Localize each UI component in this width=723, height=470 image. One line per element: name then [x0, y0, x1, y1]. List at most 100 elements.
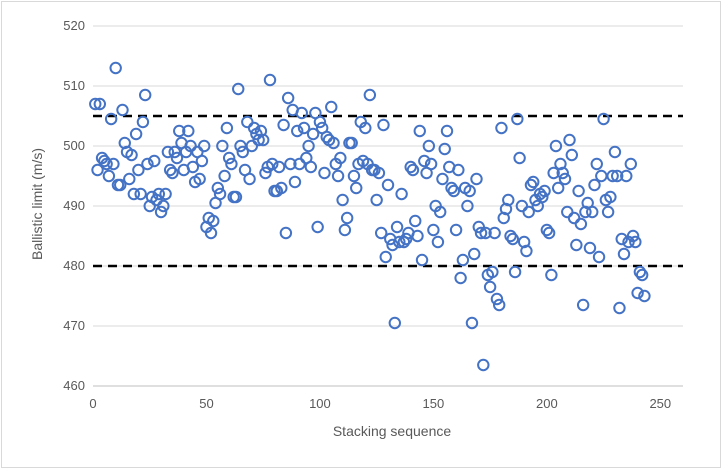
data-point — [572, 184, 585, 198]
data-point — [345, 136, 358, 150]
data-point — [395, 187, 408, 201]
data-point — [513, 151, 526, 165]
data-point — [465, 316, 479, 330]
data-point — [161, 145, 175, 159]
data-point — [595, 169, 608, 183]
data-points — [89, 61, 651, 372]
data-point — [631, 286, 644, 300]
data-point — [524, 178, 538, 192]
data-point — [502, 193, 515, 207]
data-point — [284, 157, 297, 171]
data-point — [540, 223, 554, 237]
data-point — [157, 199, 170, 213]
data-point — [495, 121, 508, 135]
data-point — [586, 205, 599, 219]
data-point — [163, 163, 177, 177]
data-point — [638, 289, 651, 303]
data-point — [363, 88, 377, 102]
data-point — [613, 301, 626, 315]
data-point — [506, 232, 520, 246]
data-point — [592, 250, 606, 264]
data-point — [452, 163, 465, 177]
data-point — [211, 181, 225, 195]
data-point — [406, 163, 420, 177]
data-point — [370, 193, 383, 207]
data-point — [350, 181, 363, 195]
data-point — [125, 148, 138, 162]
y-axis-title: Ballistic limit (m/s) — [29, 148, 45, 260]
data-point — [313, 115, 327, 129]
data-point — [277, 118, 290, 132]
data-point — [601, 205, 615, 219]
x-tick-label: 100 — [309, 396, 331, 411]
data-point — [186, 160, 200, 174]
data-point — [170, 151, 184, 165]
data-point — [132, 163, 145, 177]
data-point — [91, 163, 104, 177]
data-point — [359, 121, 372, 135]
data-point — [107, 157, 120, 171]
data-point — [116, 103, 129, 117]
data-point — [136, 115, 150, 129]
data-point — [152, 187, 166, 201]
data-point — [477, 358, 490, 372]
data-point — [134, 187, 147, 201]
data-point — [114, 178, 127, 192]
data-point — [193, 172, 206, 186]
data-point — [89, 97, 102, 111]
data-point — [381, 178, 395, 192]
data-point — [492, 298, 506, 312]
data-point — [197, 139, 211, 153]
data-point — [229, 190, 243, 204]
data-point — [182, 124, 195, 138]
data-point — [247, 121, 261, 135]
data-point — [388, 316, 402, 330]
data-point — [620, 169, 633, 183]
data-point — [256, 133, 270, 147]
data-point — [311, 220, 324, 234]
data-point — [545, 268, 558, 282]
data-point — [225, 157, 238, 171]
data-point — [372, 166, 386, 180]
y-tick-labels: 460 470 480 490 500 510 520 — [63, 18, 85, 393]
data-point — [297, 121, 311, 135]
x-tick-label: 200 — [536, 396, 558, 411]
data-point — [93, 97, 107, 111]
data-point — [449, 223, 463, 237]
data-point — [109, 61, 122, 75]
data-point — [184, 139, 197, 153]
data-point — [558, 172, 572, 186]
data-point — [431, 235, 445, 249]
y-tick-label: 490 — [63, 198, 85, 213]
data-point — [374, 226, 388, 240]
data-point — [334, 151, 347, 165]
data-point — [563, 133, 576, 147]
data-point — [635, 268, 649, 282]
x-tick-labels: 0 50 100 150 200 250 — [89, 396, 671, 411]
data-point — [615, 232, 628, 246]
x-tick-label: 150 — [423, 396, 445, 411]
data-point — [588, 178, 601, 192]
data-point — [515, 199, 529, 213]
data-point — [424, 157, 438, 171]
data-point — [549, 139, 563, 153]
data-point — [570, 238, 583, 252]
data-point — [422, 139, 436, 153]
data-point — [633, 265, 647, 279]
data-point — [304, 160, 318, 174]
data-point — [390, 220, 404, 234]
data-point — [129, 127, 143, 141]
data-point — [574, 217, 588, 231]
data-point — [409, 214, 422, 228]
data-point — [567, 211, 581, 225]
data-point — [281, 91, 295, 105]
data-point — [148, 154, 161, 168]
data-point — [590, 157, 603, 171]
data-point — [218, 169, 231, 183]
y-tick-label: 500 — [63, 138, 85, 153]
data-point — [440, 124, 454, 138]
data-point — [266, 157, 279, 171]
data-point — [320, 130, 333, 144]
data-point — [461, 199, 474, 213]
